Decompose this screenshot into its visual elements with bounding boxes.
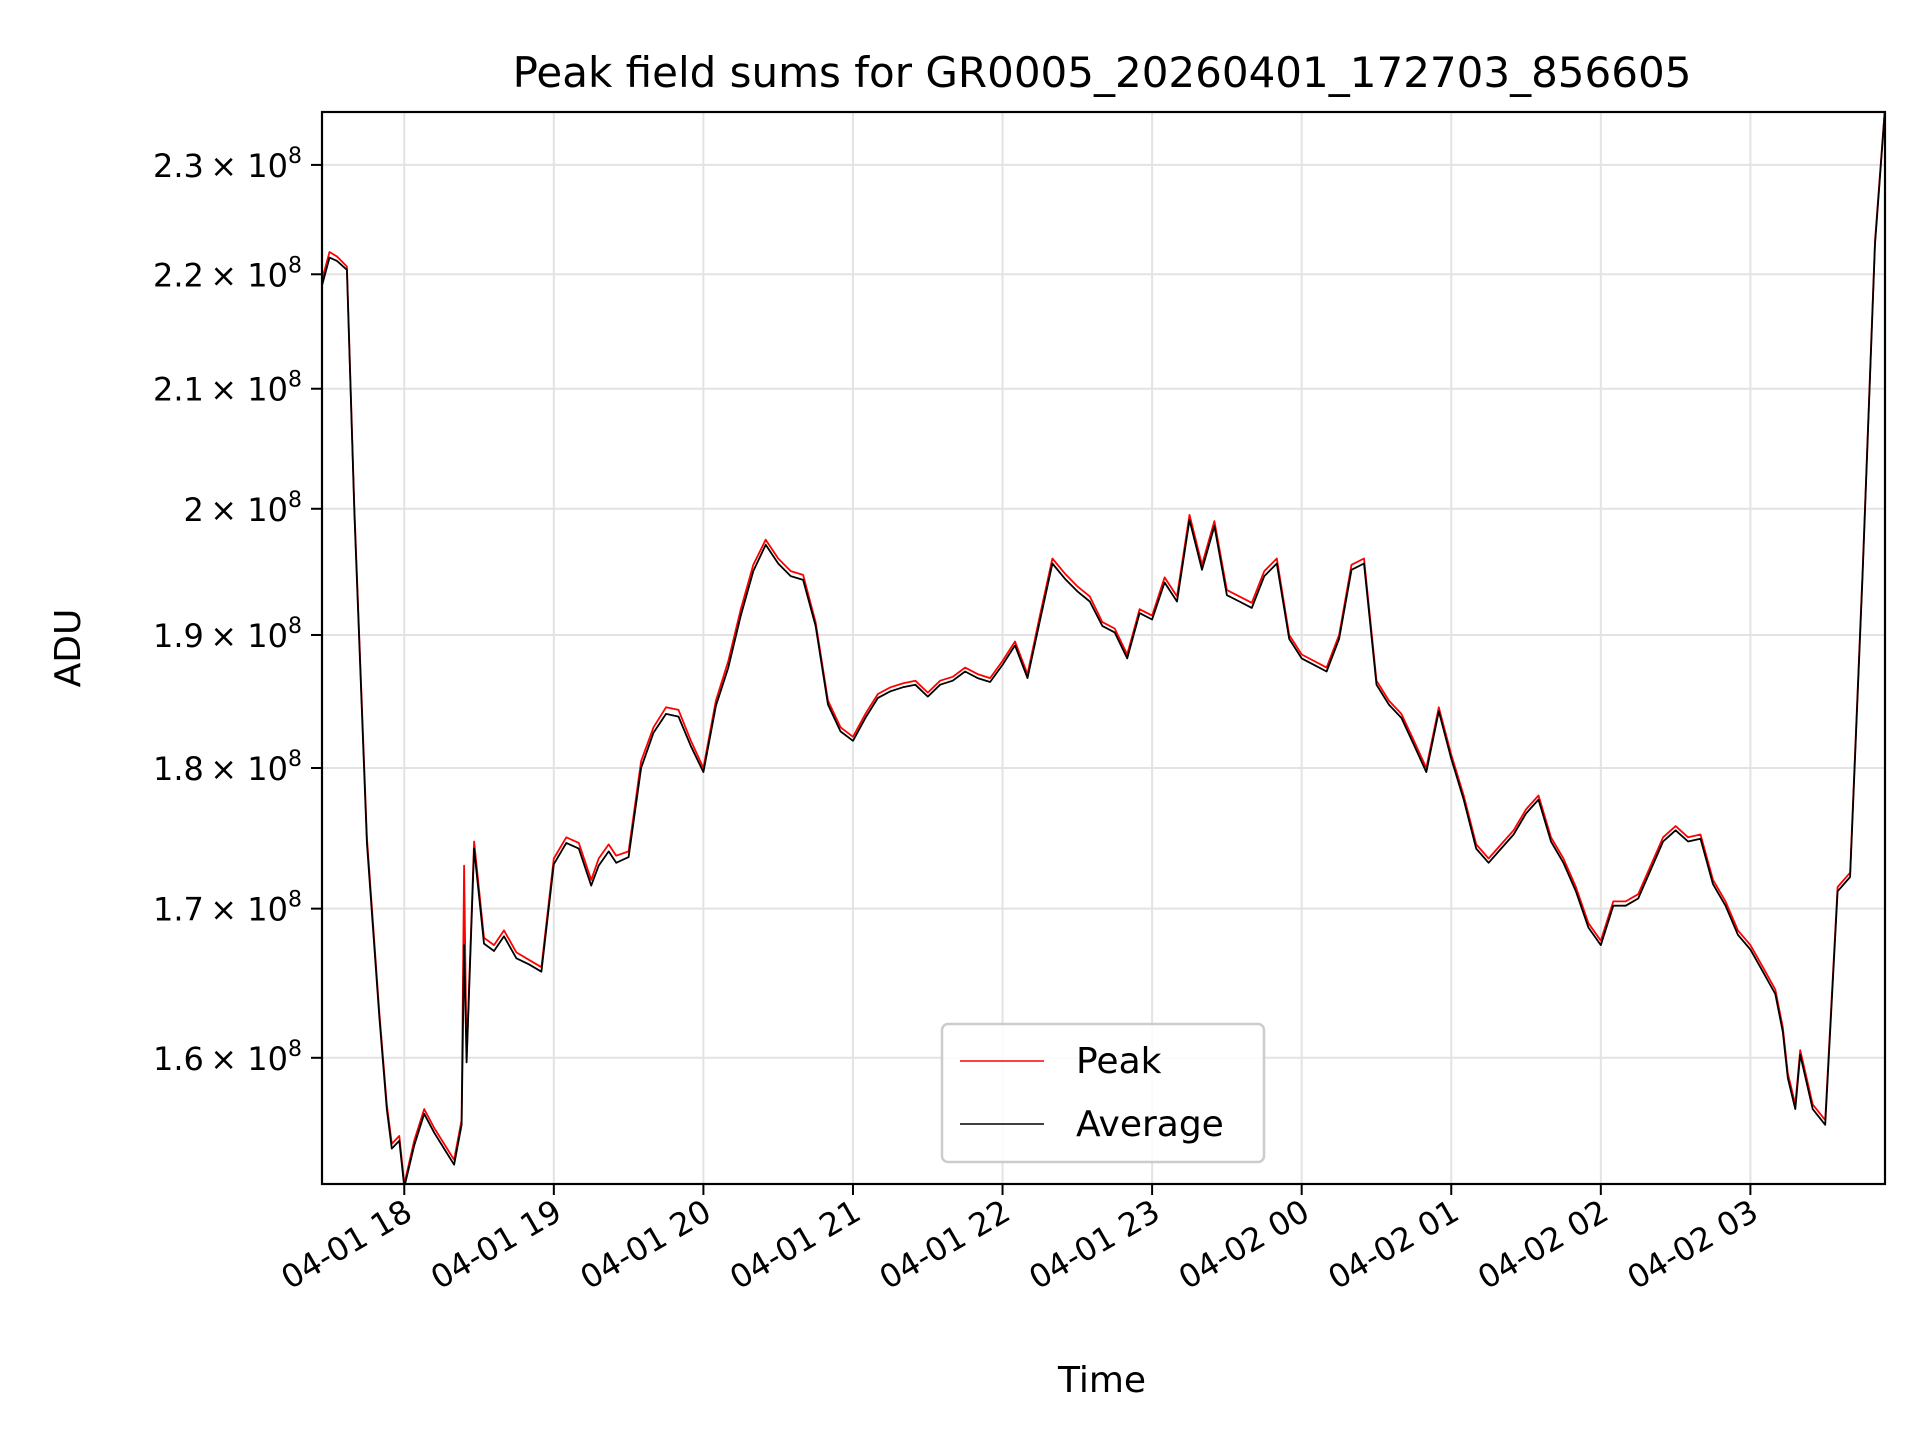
x-tick-label: 04-02 01	[1322, 1192, 1466, 1297]
x-tick-label: 04-02 02	[1471, 1192, 1615, 1297]
y-tick-label: 2.3 × 108	[153, 144, 302, 185]
plot-frame	[320, 110, 1887, 1186]
y-tick-exponent: 8	[288, 488, 302, 513]
x-ticks: 04-01 18 04-01 19 04-01 20 04-01 21 04-01 22…	[275, 1184, 1765, 1297]
legend-average-label: Average	[1076, 1104, 1224, 1145]
y-tick-mantissa: 1.6	[153, 1040, 204, 1078]
chart-title: Peak field sums for GR0005_20260401_1727…	[513, 48, 1692, 97]
x-tick-label: 04-01 22	[873, 1192, 1017, 1297]
y-tick-label: 1.7 × 108	[153, 888, 302, 929]
y-tick-base: × 10	[204, 891, 288, 929]
y-tick-mantissa: 2.2	[153, 256, 204, 294]
x-tick-label: 04-01 20	[574, 1192, 718, 1297]
y-tick-base: × 10	[204, 617, 288, 655]
y-tick-mantissa: 1.8	[153, 750, 204, 788]
y-tick-mantissa: 2.3	[153, 147, 204, 185]
y-tick-exponent: 8	[288, 614, 302, 639]
x-tick-label: 04-02 03	[1621, 1192, 1765, 1297]
grid-layer	[322, 112, 1885, 1184]
y-tick-exponent: 8	[288, 368, 302, 393]
y-tick-mantissa: 2.1	[153, 371, 204, 409]
y-tick-base: × 10	[204, 491, 288, 529]
x-tick-label: 04-01 21	[723, 1192, 867, 1297]
y-tick-base: × 10	[204, 256, 288, 294]
y-tick-exponent: 8	[288, 888, 302, 913]
y-tick-base: × 10	[204, 371, 288, 409]
legend-peak-label: Peak	[1076, 1041, 1162, 1082]
y-tick-label: 1.6 × 108	[153, 1037, 302, 1078]
legend-box	[940, 1022, 1266, 1164]
x-axis-label: Time	[1057, 1360, 1146, 1401]
y-tick-label: 2 × 108	[184, 488, 302, 529]
y-tick-exponent: 8	[288, 1037, 302, 1062]
y-tick-mantissa: 1.9	[153, 617, 204, 655]
series-layer	[322, 112, 1885, 1184]
y-tick-base: × 10	[204, 750, 288, 788]
y-tick-mantissa: 2	[184, 491, 204, 529]
y-tick-exponent: 8	[288, 144, 302, 169]
y-tick-label: 1.9 × 108	[153, 614, 302, 655]
series-line-peak	[322, 112, 1885, 1184]
x-tick-label: 04-02 00	[1172, 1192, 1316, 1297]
y-tick-label: 2.1 × 108	[153, 368, 302, 409]
y-tick-base: × 10	[204, 1040, 288, 1078]
y-tick-label: 1.8 × 108	[153, 747, 302, 788]
y-tick-label: 2.2 × 108	[153, 253, 302, 294]
series-line-average	[322, 112, 1885, 1184]
y-tick-exponent: 8	[288, 253, 302, 278]
x-tick-label: 04-01 18	[275, 1192, 419, 1297]
y-axis-label: ADU	[48, 609, 89, 688]
y-tick-base: × 10	[204, 147, 288, 185]
x-tick-label: 04-01 19	[424, 1192, 568, 1297]
x-tick-label: 04-01 23	[1023, 1192, 1167, 1297]
y-tick-exponent: 8	[288, 747, 302, 772]
legend: Peak Average	[940, 1022, 1266, 1164]
y-tick-mantissa: 1.7	[153, 891, 204, 929]
